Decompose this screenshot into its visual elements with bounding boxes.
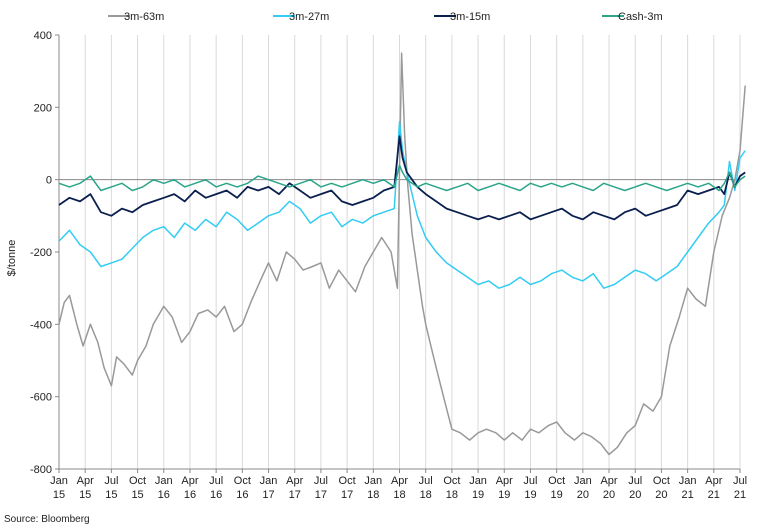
series-line-3m-27m [58,121,746,289]
x-tick-year: 19 [472,489,484,501]
x-tick-month: Apr [181,475,198,487]
x-tick-month: Oct [548,475,565,487]
x-tick-month: Jan [574,475,592,487]
x-tick-month: Jan [469,475,487,487]
x-tick-year: 16 [158,489,170,501]
x-tick-month: Apr [286,475,303,487]
x-tick-year: 20 [603,489,615,501]
x-tick-year: 20 [629,489,641,501]
x-tick-year: 21 [708,489,720,501]
series-lines [58,52,746,456]
y-axis: 400 200 0 -200 -400 -600 -800 [30,30,60,476]
x-tick-month: Apr [705,475,722,487]
x-tick-month: Apr [496,475,513,487]
series-line-3m-63m [58,52,746,456]
x-tick-year: 17 [289,489,301,501]
x-tick-year: 17 [341,489,353,501]
y-axis-title: $/tonne [6,240,18,277]
x-tick-month: Jul [733,475,747,487]
y-tick-label: -600 [30,392,52,404]
x-tick-month: Jan [155,475,173,487]
y-tick-label: -400 [30,319,52,331]
x-tick-month: Jul [104,475,118,487]
x-tick-year: 19 [524,489,536,501]
series-line-cash-3m [58,164,746,192]
x-tick-year: 18 [367,489,379,501]
x-tick-month: Jan [50,475,68,487]
x-tick-month: Jul [209,475,223,487]
x-tick-month: Jul [314,475,328,487]
x-tick-month: Apr [391,475,408,487]
y-tick-label: 400 [34,30,52,42]
series-line-3m-15m [58,135,746,221]
legend: 3m-63m 3m-27m 3m-15m Cash-3m [108,11,663,23]
legend-label: 3m-63m [124,11,164,23]
x-tick-year: 15 [79,489,91,501]
y-tick-label: 200 [34,102,52,114]
x-tick-month: Oct [234,475,251,487]
x-tick-month: Jan [364,475,382,487]
x-tick-year: 21 [734,489,746,501]
x-tick-year: 17 [262,489,274,501]
x-tick-month: Apr [600,475,617,487]
gridlines [58,35,741,469]
legend-label: Cash-3m [618,11,663,23]
x-tick-year: 21 [681,489,693,501]
x-tick-year: 19 [551,489,563,501]
legend-label: 3m-27m [289,11,329,23]
x-tick-year: 15 [131,489,143,501]
x-tick-month: Jan [260,475,278,487]
x-tick-month: Oct [653,475,670,487]
y-tick-label: -200 [30,247,52,259]
x-tick-month: Jul [628,475,642,487]
x-tick-year: 16 [184,489,196,501]
x-tick-month: Oct [129,475,146,487]
x-tick-year: 18 [393,489,405,501]
x-tick-month: Oct [443,475,460,487]
x-tick-year: 19 [498,489,510,501]
y-tick-label: 0 [46,175,52,187]
x-tick-year: 17 [315,489,327,501]
x-tick-year: 18 [446,489,458,501]
y-tick-label: -800 [30,464,52,476]
x-tick-month: Jul [419,475,433,487]
legend-label: 3m-15m [450,11,490,23]
x-tick-year: 16 [210,489,222,501]
x-tick-year: 15 [105,489,117,501]
x-tick-year: 20 [577,489,589,501]
x-tick-year: 16 [236,489,248,501]
x-tick-month: Jul [523,475,537,487]
x-tick-year: 15 [53,489,65,501]
x-tick-year: 18 [420,489,432,501]
x-tick-year: 20 [655,489,667,501]
x-tick-month: Oct [339,475,356,487]
source-note: Source: Bloomberg [4,514,90,525]
x-tick-month: Jan [679,475,697,487]
x-tick-month: Apr [77,475,94,487]
